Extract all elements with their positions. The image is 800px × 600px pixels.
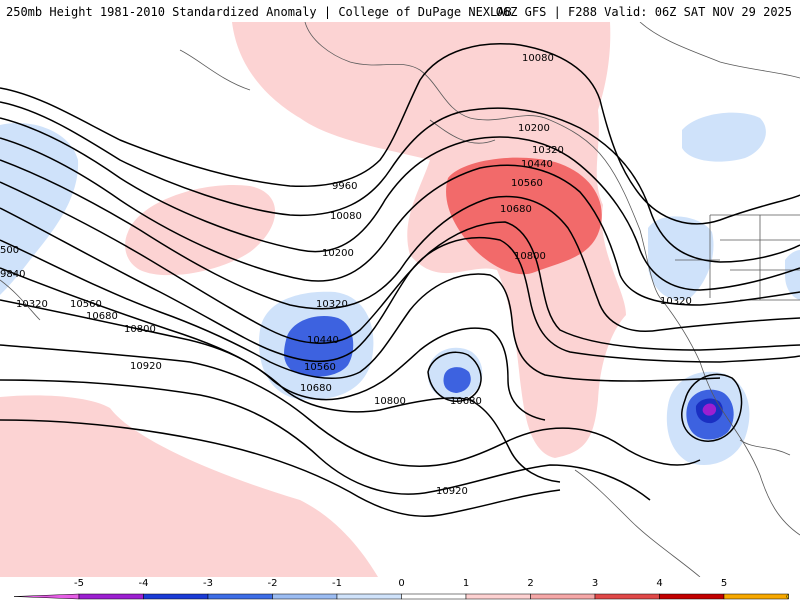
coastlines (0, 22, 800, 577)
contour-label-10320-coast: 10320 (660, 296, 692, 307)
colorbar-segment (336, 593, 402, 600)
colorbar-arrow-low (13, 593, 80, 600)
contour-label-10800-south: 10800 (374, 396, 406, 407)
colorbar-segment (594, 593, 660, 600)
negative-anomaly-west-edge (0, 123, 79, 295)
contour-label-9840: 9840 (0, 269, 25, 280)
positive-anomaly-west (125, 184, 276, 276)
contour-label-10320-low: 10320 (316, 299, 348, 310)
contour-label-10440-north: 10440 (521, 159, 553, 170)
colorbar-tick-label: 1 (463, 578, 469, 589)
negative-anomaly-east-edge (785, 250, 800, 300)
colorbar-tick-label: -3 (203, 578, 213, 589)
colorbar-segment (272, 593, 338, 600)
colorbar-segments (13, 593, 789, 600)
contour-label-10200-west: 10200 (322, 248, 354, 259)
anomaly-colorbar: -5 -4 -3 -2 -1 0 1 2 3 4 5 (0, 577, 800, 600)
colorbar-tick-label: -1 (332, 578, 342, 589)
colorbar-tick-labels: -5 -4 -3 -2 -1 0 1 2 3 4 5 (74, 578, 727, 589)
negative-anomaly-low-c-center (702, 403, 717, 416)
contour-label-10320-west: 10320 (16, 299, 48, 310)
contour-label-10560-low: 10560 (304, 362, 336, 373)
height-contours (0, 43, 800, 518)
contour-label-9960: 9960 (332, 181, 357, 192)
contour-label-10440-low: 10440 (307, 335, 339, 346)
contour-label-10560-west: 10560 (70, 299, 102, 310)
colorbar-tick-label: 0 (398, 578, 404, 589)
colorbar-arrow-high (785, 593, 789, 600)
negative-anomaly-low-a-inner (284, 316, 354, 377)
colorbar-segment (659, 593, 725, 600)
contour-label-10320-north: 10320 (532, 145, 564, 156)
contour-label-500: 500 (0, 245, 19, 256)
colorbar-segment (530, 593, 596, 600)
contour-label-10080-north: 10080 (522, 53, 554, 64)
contour-labels: 9960 10080 10080 10200 10200 10320 10320… (0, 53, 692, 497)
positive-anomaly-core (446, 157, 602, 275)
negative-anomaly-low-b-inner (443, 367, 471, 393)
contour-label-10800-north: 10800 (514, 251, 546, 262)
weather-map: 9960 10080 10080 10200 10200 10320 10320… (0, 22, 800, 577)
colorbar-tick-label: 4 (656, 578, 662, 589)
colorbar-segment (207, 593, 273, 600)
colorbar-tick-label: 3 (592, 578, 598, 589)
contour-label-10680-closed: 10680 (450, 396, 482, 407)
colorbar-tick-label: -4 (139, 578, 149, 589)
header-bar: 250mb Height 1981-2010 Standardized Anom… (0, 0, 800, 22)
colorbar-tick-label: 5 (721, 578, 727, 589)
contour-label-10680-west: 10680 (86, 311, 118, 322)
colorbar-tick-label: 2 (527, 578, 533, 589)
contour-label-10800-west: 10800 (124, 324, 156, 335)
positive-anomaly-north (232, 22, 626, 458)
contour-label-10680-north: 10680 (500, 204, 532, 215)
colorbar-segment (143, 593, 209, 600)
colorbar-tick-label: -2 (268, 578, 278, 589)
colorbar-segment (78, 593, 144, 600)
positive-anomaly-south (0, 395, 378, 577)
colorbar-segment (401, 593, 467, 600)
contour-label-10920-south: 10920 (436, 486, 468, 497)
contour-label-10560-north: 10560 (511, 178, 543, 189)
model-valid-time: 06Z GFS | F288 Valid: 06Z SAT NOV 29 202… (495, 5, 792, 19)
contour-label-10200-north: 10200 (518, 123, 550, 134)
map-title: 250mb Height 1981-2010 Standardized Anom… (6, 5, 512, 19)
colorbar-segment (465, 593, 531, 600)
negative-anomaly-northeast (682, 112, 766, 162)
colorbar-tick-label: -5 (74, 578, 84, 589)
contour-label-10920-west: 10920 (130, 361, 162, 372)
contour-label-10080-west: 10080 (330, 211, 362, 222)
colorbar-segment (723, 593, 789, 600)
contour-label-10680-low: 10680 (300, 383, 332, 394)
